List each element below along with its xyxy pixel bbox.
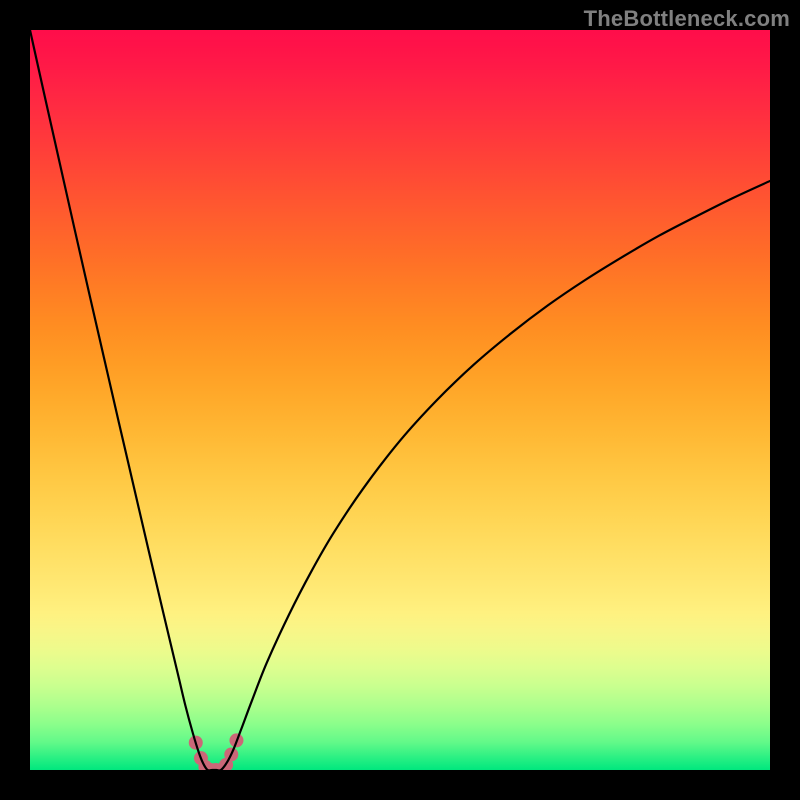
chart-background <box>30 30 770 770</box>
watermark-label: TheBottleneck.com <box>584 6 790 32</box>
chart-container: { "meta": { "watermark": "TheBottleneck.… <box>0 0 800 800</box>
chart-plot-area <box>30 30 770 770</box>
bottleneck-curve-chart <box>30 30 770 770</box>
